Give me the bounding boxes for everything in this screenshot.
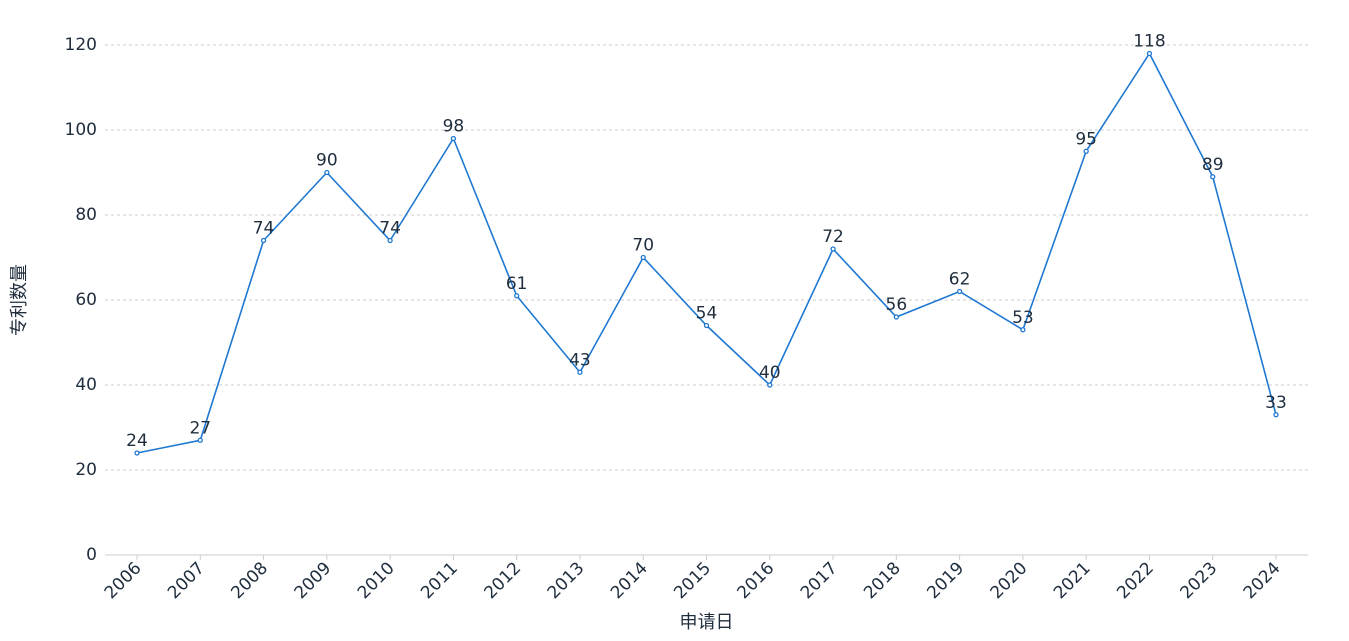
- y-tick-label-80: 80: [75, 205, 97, 225]
- data-label-2024: 33: [1265, 393, 1287, 413]
- data-point-2016: [767, 382, 773, 388]
- y-axis-tick-labels: 0 20 40 60 80 100 120: [65, 35, 97, 565]
- axes: [105, 554, 1308, 560]
- y-tick-label-60: 60: [75, 290, 97, 310]
- data-point-2009: [324, 169, 330, 176]
- x-axis-tick-labels: 2006 2007 2008 2009 2010 2011 2012 2013 2014 2015…: [101, 558, 1285, 603]
- series-line: [136, 51, 1277, 454]
- data-point-2014: [640, 254, 646, 261]
- y-tick-label-120: 120: [65, 35, 97, 55]
- data-label-2020: 53: [1012, 308, 1034, 328]
- y-tick-label-40: 40: [75, 375, 97, 395]
- data-point-2023: [1210, 174, 1216, 180]
- data-point-2006: [134, 450, 140, 456]
- data-point-2007: [197, 437, 203, 443]
- data-label-2008: 74: [253, 219, 275, 239]
- data-point-2018: [893, 314, 899, 320]
- x-tick-label-2023: 2023: [1177, 558, 1222, 603]
- x-tick-label-2022: 2022: [1113, 558, 1158, 603]
- x-axis-title: 申请日: [680, 612, 734, 633]
- data-point-2012: [514, 293, 520, 299]
- grid-lines: [105, 44, 1308, 471]
- data-label-2006: 24: [126, 431, 148, 451]
- data-point-2015: [703, 322, 710, 329]
- x-tick-label-2006: 2006: [101, 558, 146, 603]
- x-tick-label-2014: 2014: [607, 558, 652, 603]
- x-tick-label-2010: 2010: [354, 558, 399, 603]
- data-label-2017: 72: [822, 227, 844, 247]
- x-tick-label-2013: 2013: [544, 558, 589, 603]
- x-tick-label-2011: 2011: [417, 558, 462, 603]
- data-point-2022: [1146, 50, 1153, 57]
- x-tick-label-2016: 2016: [734, 558, 779, 603]
- data-label-2018: 56: [886, 295, 908, 315]
- x-tick-label-2017: 2017: [797, 558, 842, 603]
- data-label-2013: 43: [569, 350, 591, 370]
- data-label-2023: 89: [1202, 155, 1224, 175]
- x-tick-label-2018: 2018: [860, 558, 905, 603]
- data-labels: 24 27 74 90 74 98 61 43 70 54 40 72 56 62 53 95 118 89 33: [126, 32, 1287, 452]
- data-label-2007: 27: [189, 418, 211, 438]
- x-tick-label-2009: 2009: [291, 558, 336, 603]
- x-tick-label-2020: 2020: [987, 558, 1032, 603]
- data-label-2016: 40: [759, 363, 781, 383]
- data-label-2011: 98: [443, 117, 465, 137]
- x-tick-label-2012: 2012: [480, 558, 525, 603]
- data-label-2014: 70: [632, 236, 654, 256]
- data-label-2019: 62: [949, 270, 971, 290]
- x-tick-label-2019: 2019: [923, 558, 968, 603]
- x-tick-label-2015: 2015: [670, 558, 715, 603]
- x-tick-label-2024: 2024: [1240, 558, 1285, 603]
- data-label-2022: 118: [1133, 32, 1165, 52]
- data-label-2021: 95: [1075, 129, 1097, 149]
- series-layer: [134, 50, 1279, 456]
- data-point-2013: [577, 369, 583, 375]
- data-point-2017: [830, 246, 836, 252]
- data-point-2021: [1083, 148, 1089, 154]
- y-tick-label-0: 0: [86, 545, 97, 565]
- data-label-2010: 74: [379, 219, 401, 239]
- x-tick-label-2007: 2007: [164, 558, 209, 603]
- y-tick-label-100: 100: [65, 120, 97, 140]
- x-tick-label-2021: 2021: [1050, 558, 1095, 603]
- x-tick-label-2008: 2008: [227, 558, 272, 603]
- data-label-2012: 61: [506, 274, 528, 294]
- data-point-2020: [1020, 327, 1026, 333]
- data-label-2015: 54: [696, 304, 718, 324]
- data-point-2019: [956, 288, 963, 295]
- y-tick-label-20: 20: [75, 460, 97, 480]
- data-point-2008: [260, 237, 267, 244]
- y-axis-title: 专利数量: [9, 264, 30, 336]
- data-point-2011: [450, 135, 457, 142]
- data-point-2010: [387, 237, 393, 244]
- data-point-2024: [1273, 412, 1279, 418]
- data-label-2009: 90: [316, 151, 338, 171]
